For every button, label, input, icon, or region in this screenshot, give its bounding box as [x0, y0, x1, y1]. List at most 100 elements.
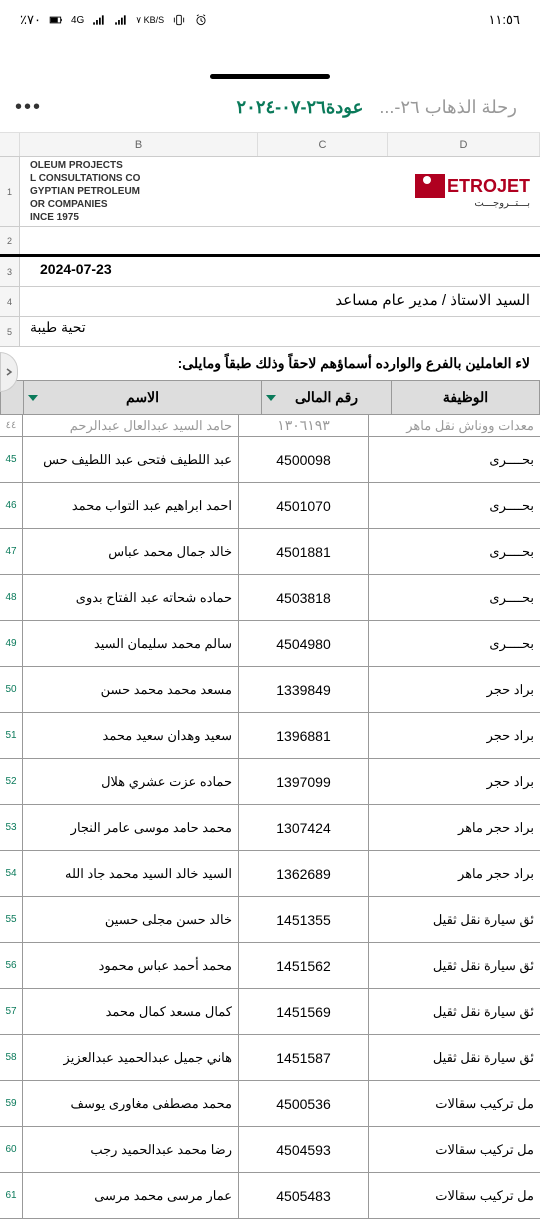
cell-name[interactable]: سالم محمد سليمان السيد	[22, 621, 238, 666]
col-header-b[interactable]: B	[20, 133, 258, 156]
network-text: 4G	[71, 15, 84, 26]
cell-id[interactable]: 1451562	[238, 943, 368, 988]
cell-id[interactable]: 4503818	[238, 575, 368, 620]
cell-name[interactable]: سعيد وهدان سعيد محمد	[22, 713, 238, 758]
cell-job[interactable]: بحــــرى	[368, 483, 540, 528]
cell-name[interactable]: محمد أحمد عباس محمود	[22, 943, 238, 988]
cell-name[interactable]: محمد حامد موسى عامر النجار	[22, 805, 238, 850]
cell-id[interactable]: 1451569	[238, 989, 368, 1034]
clock-text: ١١:٥٦	[488, 12, 520, 28]
table-row[interactable]: 46 احمد ابراهيم عبد التواب محمد 4501070 …	[0, 483, 540, 529]
cell-id[interactable]: 4500098	[238, 437, 368, 482]
table-row[interactable]: 57 كمال مسعد كمال محمد 1451569 ئق سيارة …	[0, 989, 540, 1035]
table-row[interactable]: 59 محمد مصطفى مغاورى يوسف 4500536 مل ترك…	[0, 1081, 540, 1127]
table-row[interactable]: 60 رضا محمد عبدالحميد رجب 4504593 مل ترك…	[0, 1127, 540, 1173]
cell-id[interactable]: 1397099	[238, 759, 368, 804]
cell-id[interactable]: 1396881	[238, 713, 368, 758]
header-id[interactable]: رقم المالى	[261, 381, 391, 414]
table-row[interactable]: 50 مسعد محمد محمد حسن 1339849 براد حجر	[0, 667, 540, 713]
cell-id[interactable]: 1307424	[238, 805, 368, 850]
more-menu-icon[interactable]: •••	[15, 96, 42, 119]
cell-name[interactable]: حماده شحاته عبد الفتاح بدوى	[22, 575, 238, 620]
cell-id[interactable]: 1362689	[238, 851, 368, 896]
cell-job[interactable]: ئق سيارة نقل ثقيل	[368, 1035, 540, 1080]
cell-name[interactable]: محمد مصطفى مغاورى يوسف	[22, 1081, 238, 1126]
company-info: OLEUM PROJECTS L CONSULTATIONS CO GYPTIA…	[30, 159, 140, 224]
row-number: 48	[0, 575, 22, 620]
cell-id[interactable]: 1451355	[238, 897, 368, 942]
cell-name[interactable]: خالد حسن مجلى حسين	[22, 897, 238, 942]
cell-name[interactable]: عبد اللطيف فتحى عبد اللطيف حس	[22, 437, 238, 482]
cell-job[interactable]: ئق سيارة نقل ثقيل	[368, 943, 540, 988]
row-number: 1	[0, 157, 20, 226]
row-number: 51	[0, 713, 22, 758]
row-number: 45	[0, 437, 22, 482]
table-row[interactable]: 55 خالد حسن مجلى حسين 1451355 ئق سيارة ن…	[0, 897, 540, 943]
cell-name[interactable]: عمار مرسى محمد مرسى	[22, 1173, 238, 1218]
cell-name[interactable]: حماده عزت عشري هلال	[22, 759, 238, 804]
vibrate-icon	[172, 13, 186, 27]
cell-job[interactable]: بحــــرى	[368, 437, 540, 482]
title-cell[interactable]: السيد الاستاذ / مدير عام مساعد	[20, 287, 540, 316]
row-number: 60	[0, 1127, 22, 1172]
cell-job[interactable]: بحــــرى	[368, 621, 540, 666]
cell-job[interactable]: ئق سيارة نقل ثقيل	[368, 989, 540, 1034]
table-row[interactable]: 45 عبد اللطيف فتحى عبد اللطيف حس 4500098…	[0, 437, 540, 483]
table-row[interactable]: 61 عمار مرسى محمد مرسى 4505483 مل تركيب …	[0, 1173, 540, 1219]
cell-id[interactable]: 4505483	[238, 1173, 368, 1218]
table-row[interactable]: 52 حماده عزت عشري هلال 1397099 براد حجر	[0, 759, 540, 805]
table-row[interactable]: 58 هاني جميل عبدالحميد عبدالعزيز 1451587…	[0, 1035, 540, 1081]
cell-id[interactable]: 1451587	[238, 1035, 368, 1080]
cell-job[interactable]: براد حجر ماهر	[368, 851, 540, 896]
spreadsheet[interactable]: 1 OLEUM PROJECTS L CONSULTATIONS CO GYPT…	[0, 157, 540, 1219]
cell-job[interactable]: براد حجر	[368, 667, 540, 712]
header-job[interactable]: الوظيفة	[391, 381, 539, 414]
col-header-c[interactable]: C	[258, 133, 388, 156]
cell-id[interactable]: 4500536	[238, 1081, 368, 1126]
cell-name[interactable]: رضا محمد عبدالحميد رجب	[22, 1127, 238, 1172]
cell-id[interactable]: 1339849	[238, 667, 368, 712]
battery-icon	[49, 13, 63, 27]
table-row[interactable]: ٤٤ حامد السيد عبدالعال عبدالرحم ١٣٠٦١٩٣ …	[0, 415, 540, 437]
row-number: ٤٤	[0, 415, 22, 436]
intro-text[interactable]: لاء العاملين بالفرع والوارده أسماؤهم لاح…	[0, 347, 540, 380]
row-number: 3	[0, 257, 20, 286]
table-row[interactable]: 47 خالد جمال محمد عباس 4501881 بحــــرى	[0, 529, 540, 575]
cell-name[interactable]: كمال مسعد كمال محمد	[22, 989, 238, 1034]
cell-name[interactable]: خالد جمال محمد عباس	[22, 529, 238, 574]
cell-name[interactable]: احمد ابراهيم عبد التواب محمد	[22, 483, 238, 528]
cell-job[interactable]: مل تركيب سقالات	[368, 1127, 540, 1172]
cell-job[interactable]: بحــــرى	[368, 575, 540, 620]
cell-id[interactable]: 4501881	[238, 529, 368, 574]
cell-id[interactable]: 4501070	[238, 483, 368, 528]
cell-name[interactable]: مسعد محمد محمد حسن	[22, 667, 238, 712]
cell-job[interactable]: بحــــرى	[368, 529, 540, 574]
col-header-d[interactable]: D	[388, 133, 540, 156]
signal-icon	[92, 13, 106, 27]
cell-job[interactable]: براد حجر	[368, 713, 540, 758]
greeting-cell[interactable]: تحية طيبة	[20, 317, 540, 346]
table-row[interactable]: 53 محمد حامد موسى عامر النجار 1307424 بر…	[0, 805, 540, 851]
filter-arrow-icon[interactable]	[28, 395, 38, 401]
date-cell[interactable]: 2024-07-23	[20, 257, 540, 286]
table-row[interactable]: 54 السيد خالد السيد محمد جاد الله 136268…	[0, 851, 540, 897]
cell-id[interactable]: 4504593	[238, 1127, 368, 1172]
cell-job[interactable]: براد حجر ماهر	[368, 805, 540, 850]
filter-arrow-icon[interactable]	[266, 395, 276, 401]
tab-active[interactable]: عودة٢٦-٠٧-٢٠٢٤	[229, 97, 372, 118]
header-name[interactable]: الاسم	[23, 381, 261, 414]
cell-job[interactable]: ئق سيارة نقل ثقيل	[368, 897, 540, 942]
row-number: 53	[0, 805, 22, 850]
tab-inactive[interactable]: رحلة الذهاب ٢٦-...	[371, 97, 525, 118]
cell-job[interactable]: مل تركيب سقالات	[368, 1173, 540, 1218]
cell-name[interactable]: السيد خالد السيد محمد جاد الله	[22, 851, 238, 896]
cell-job[interactable]: مل تركيب سقالات	[368, 1081, 540, 1126]
table-row[interactable]: 48 حماده شحاته عبد الفتاح بدوى 4503818 ب…	[0, 575, 540, 621]
table-row[interactable]: 49 سالم محمد سليمان السيد 4504980 بحــــ…	[0, 621, 540, 667]
cell-job[interactable]: براد حجر	[368, 759, 540, 804]
cell-id[interactable]: 4504980	[238, 621, 368, 666]
cell-name[interactable]: هاني جميل عبدالحميد عبدالعزيز	[22, 1035, 238, 1080]
table-row[interactable]: 56 محمد أحمد عباس محمود 1451562 ئق سيارة…	[0, 943, 540, 989]
table-row[interactable]: 51 سعيد وهدان سعيد محمد 1396881 براد حجر	[0, 713, 540, 759]
row-number: 54	[0, 851, 22, 896]
